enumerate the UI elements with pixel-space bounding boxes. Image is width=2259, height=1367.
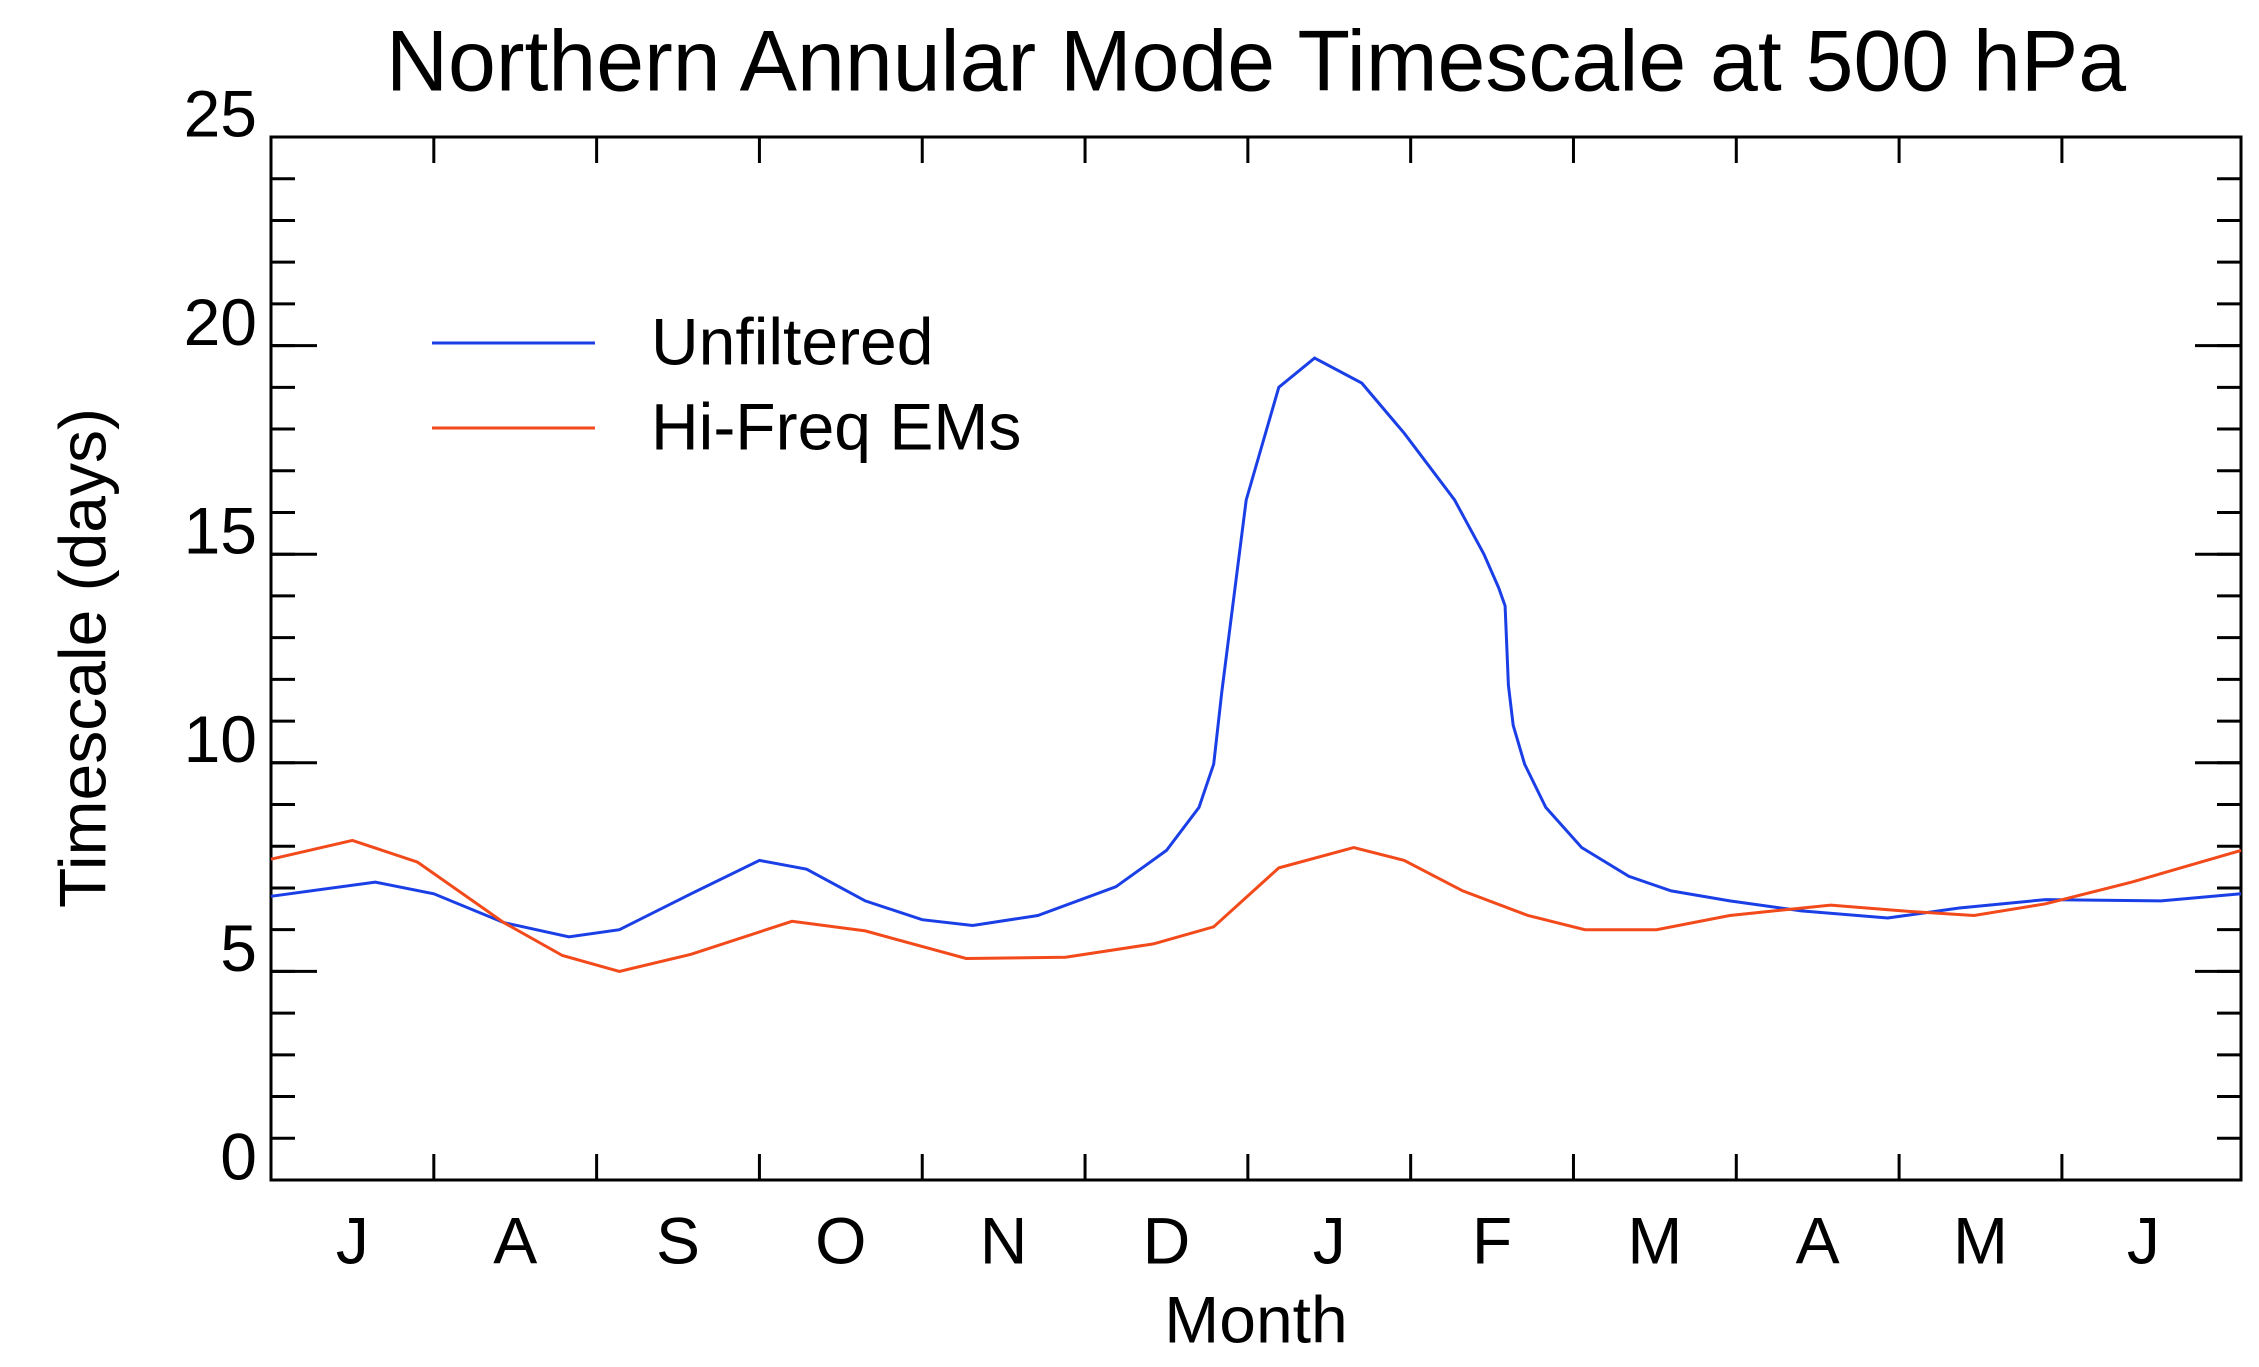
x-tick-label: A <box>1796 1203 1840 1277</box>
x-tick-label: J <box>2127 1203 2160 1277</box>
x-axis-label: Month <box>1164 1282 1347 1356</box>
y-tick-label: 25 <box>184 76 257 150</box>
y-tick-label: 10 <box>184 702 257 776</box>
y-tick-label: 15 <box>184 494 257 568</box>
data-line <box>270 356 2242 939</box>
x-tick-label: J <box>336 1203 369 1277</box>
legend-label: Unfiltered <box>651 304 933 378</box>
y-tick-label: 5 <box>220 911 257 985</box>
x-tick-label: A <box>493 1203 537 1277</box>
y-tick-label: 20 <box>184 285 257 359</box>
x-tick-label: F <box>1472 1203 1512 1277</box>
x-tick-label: J <box>1313 1203 1346 1277</box>
x-tick-label: N <box>980 1203 1028 1277</box>
x-tick-label: M <box>1627 1203 1682 1277</box>
chart-title: Northern Annular Mode Timescale at 500 h… <box>386 14 2126 110</box>
x-tick-label: M <box>1953 1203 2008 1277</box>
x-tick-label: O <box>815 1203 866 1277</box>
x-tick-label: D <box>1143 1203 1191 1277</box>
y-axis-label: Timescale (days) <box>45 408 119 908</box>
data-line <box>270 838 2242 973</box>
legend-label: Hi-Freq EMs <box>651 389 1021 463</box>
x-tick-label: S <box>656 1203 700 1277</box>
plot-frame <box>269 135 2243 1182</box>
y-tick-label: 0 <box>220 1119 257 1193</box>
